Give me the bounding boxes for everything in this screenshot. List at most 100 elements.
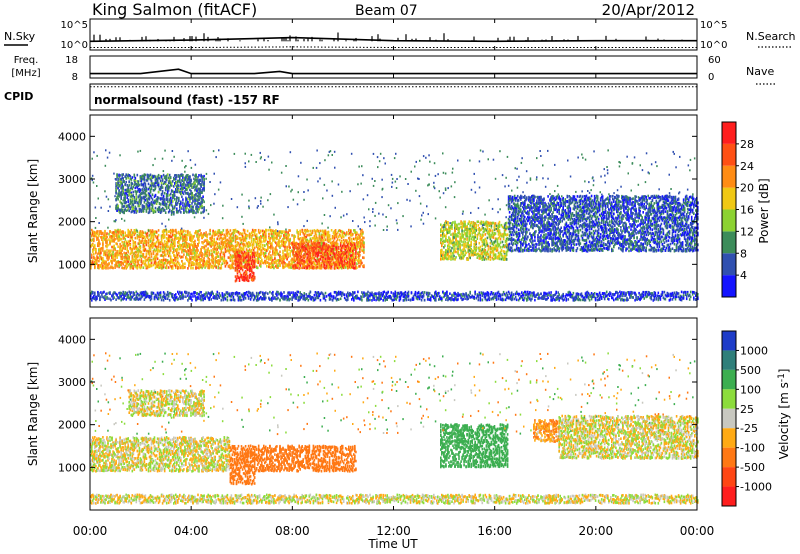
power-cell	[154, 254, 157, 258]
power-cell	[246, 268, 249, 271]
power-cell	[153, 297, 156, 301]
power-cell	[90, 292, 92, 295]
power-cell	[136, 234, 139, 237]
power-cell	[162, 244, 165, 248]
power-cell	[109, 253, 111, 257]
power-cell	[197, 266, 199, 269]
power-cell	[267, 292, 269, 295]
power-cell	[102, 236, 104, 239]
power-cell	[145, 240, 148, 243]
power-cell	[155, 252, 158, 256]
power-cell	[137, 250, 140, 254]
power-cell	[116, 256, 118, 259]
power-cell	[101, 257, 103, 260]
power-cell	[283, 291, 285, 294]
power-cell	[144, 188, 147, 192]
power-cell	[131, 234, 134, 237]
power-cell	[309, 251, 312, 255]
power-cell	[170, 229, 173, 233]
power-cell	[128, 290, 130, 294]
power-cell	[224, 297, 227, 300]
power-cell	[153, 210, 156, 213]
power-cell	[194, 249, 196, 252]
power-cell	[134, 186, 137, 190]
power-cell	[194, 251, 196, 255]
power-cell	[184, 186, 186, 190]
power-cell	[99, 254, 101, 257]
power-cell	[126, 184, 128, 187]
power-cell	[124, 256, 126, 260]
power-cell	[158, 291, 161, 295]
power-cell	[132, 261, 135, 264]
power-cell	[133, 179, 136, 182]
power-cell	[154, 193, 157, 197]
power-cell	[279, 298, 281, 301]
power-cell	[159, 187, 162, 190]
power-cell	[253, 246, 256, 250]
power-cell	[282, 249, 284, 253]
power-cell	[136, 190, 139, 193]
power-cell	[143, 191, 146, 195]
power-cell	[103, 237, 105, 240]
power-cell	[139, 200, 142, 203]
power-cell	[122, 191, 124, 195]
power-cell	[141, 261, 144, 265]
power-cell	[198, 187, 200, 191]
power-cell	[126, 293, 128, 297]
power-cell	[94, 297, 96, 301]
power-cell	[92, 238, 94, 241]
power-cell	[150, 209, 153, 213]
power-cell	[98, 244, 100, 247]
power-cell	[200, 196, 202, 200]
power-cell	[121, 231, 123, 235]
power-cell	[119, 249, 121, 253]
power-cell	[148, 186, 151, 189]
power-cell	[119, 211, 121, 215]
power-cell	[204, 244, 206, 248]
power-cell	[173, 229, 175, 232]
power-cell	[188, 249, 190, 253]
power-cell	[164, 253, 167, 257]
power-cell	[173, 211, 175, 214]
power-cell	[197, 176, 199, 179]
power-cell	[142, 260, 145, 263]
power-cell	[177, 248, 179, 251]
power-cell	[119, 245, 121, 249]
power-cell	[145, 292, 148, 295]
power-cell	[189, 175, 191, 179]
power-cell	[139, 194, 142, 197]
power-cell	[132, 244, 135, 247]
power-cell	[148, 234, 151, 237]
power-cell	[178, 292, 180, 296]
power-cell	[162, 234, 165, 238]
power-cell	[168, 263, 171, 266]
power-cell	[159, 241, 162, 244]
power-cell	[157, 296, 160, 299]
power-cell	[199, 233, 201, 237]
power-cell	[171, 228, 174, 232]
power-cell	[160, 175, 163, 178]
power-cell	[160, 298, 163, 302]
power-cell	[147, 238, 150, 242]
power-cell	[197, 191, 199, 195]
power-cell	[203, 263, 205, 267]
power-cell	[135, 294, 138, 297]
power-cell	[129, 174, 132, 178]
power-cell	[124, 234, 126, 238]
power-cell	[127, 207, 129, 210]
power-cell	[130, 235, 133, 239]
power-cell	[147, 244, 150, 247]
power-cell	[127, 233, 129, 237]
power-cell	[176, 263, 178, 267]
power-cell	[173, 240, 175, 243]
power-cell	[110, 298, 112, 302]
power-cell	[137, 242, 140, 245]
power-cell	[135, 296, 138, 299]
power-cell	[156, 207, 159, 211]
power-cell	[157, 260, 160, 264]
power-cell	[201, 191, 203, 194]
power-cell	[190, 295, 192, 299]
power-cell	[138, 245, 141, 249]
power-cell	[156, 238, 159, 241]
power-cell	[131, 176, 134, 179]
